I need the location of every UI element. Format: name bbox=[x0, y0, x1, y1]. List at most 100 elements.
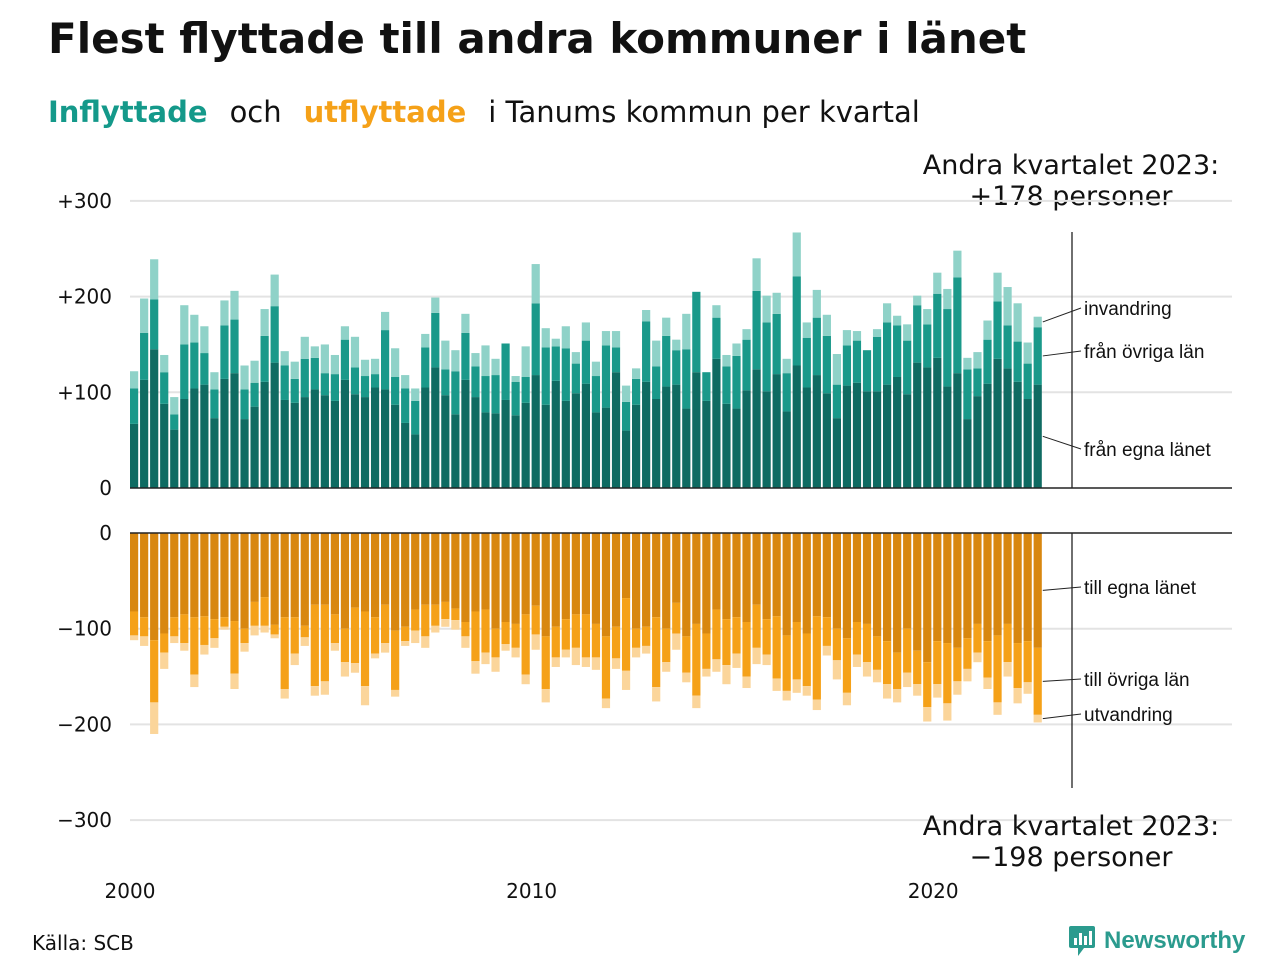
bar-segment bbox=[300, 625, 309, 638]
bar-segment bbox=[160, 354, 169, 373]
bar-segment bbox=[190, 314, 199, 343]
bar-segment bbox=[240, 533, 249, 629]
bar-segment bbox=[1033, 647, 1042, 715]
bar-segment bbox=[541, 636, 550, 689]
bar-segment bbox=[963, 357, 972, 370]
bar-segment bbox=[350, 336, 360, 368]
bar-segment bbox=[1023, 682, 1032, 694]
bar-segment bbox=[160, 533, 169, 634]
bar-segment bbox=[581, 657, 590, 667]
bar-segment bbox=[421, 333, 430, 348]
bar-segment bbox=[280, 365, 289, 400]
bar-segment bbox=[340, 662, 350, 677]
bar-segment bbox=[812, 375, 821, 488]
bar-segment bbox=[230, 533, 239, 622]
bar-segment bbox=[411, 609, 420, 631]
bar-segment bbox=[381, 604, 390, 644]
bar-segment bbox=[180, 614, 189, 644]
bar-segment bbox=[370, 617, 380, 654]
bar-segment bbox=[220, 617, 229, 627]
bar-segment bbox=[943, 288, 952, 310]
bar-segment bbox=[521, 376, 530, 403]
bar-segment bbox=[140, 636, 149, 646]
bar-segment bbox=[772, 313, 781, 375]
bar-segment bbox=[983, 320, 992, 340]
bar-segment bbox=[381, 533, 390, 605]
bar-segment bbox=[802, 337, 811, 388]
annotation-connector bbox=[1042, 307, 1082, 323]
bar-segment bbox=[913, 305, 922, 363]
annotation-connector bbox=[1042, 435, 1082, 450]
bar-segment bbox=[360, 359, 370, 377]
bar-segment bbox=[260, 335, 269, 382]
bar-segment bbox=[250, 406, 259, 488]
bar-segment bbox=[370, 374, 380, 388]
bar-segment bbox=[471, 397, 480, 488]
bar-segment bbox=[381, 389, 390, 488]
bar-segment bbox=[611, 331, 621, 348]
bar-segment bbox=[601, 331, 611, 346]
bar-segment bbox=[190, 388, 199, 488]
bar-segment bbox=[551, 657, 560, 667]
bar-segment bbox=[782, 411, 791, 488]
bar-segment bbox=[933, 293, 942, 358]
bar-segment bbox=[782, 358, 791, 374]
bar-segment bbox=[591, 657, 601, 670]
bar-segment bbox=[150, 299, 159, 350]
bar-segment bbox=[290, 402, 299, 488]
bar-segment bbox=[411, 388, 420, 401]
bar-segment bbox=[772, 616, 781, 679]
bar-segment bbox=[872, 336, 882, 392]
bar-segment bbox=[541, 688, 550, 703]
bar-segment bbox=[642, 381, 651, 488]
bar-segment bbox=[913, 295, 922, 306]
bar-segment bbox=[421, 387, 430, 488]
bar-segment bbox=[712, 305, 721, 318]
bar-segment bbox=[230, 373, 239, 488]
bar-segment bbox=[1003, 368, 1012, 488]
bar-segment bbox=[903, 533, 912, 629]
bar-segment bbox=[180, 305, 189, 345]
brand-logo[interactable]: Newsworthy bbox=[1068, 924, 1245, 958]
bar-segment bbox=[601, 533, 611, 637]
bar-segment bbox=[682, 672, 691, 683]
bar-segment bbox=[742, 329, 751, 340]
bar-segment bbox=[220, 300, 229, 326]
bar-segment bbox=[953, 681, 962, 695]
y-tick-label: +100 bbox=[57, 380, 112, 404]
annotation-connector bbox=[1042, 586, 1082, 591]
bar-segment bbox=[692, 623, 701, 696]
bar-segment bbox=[772, 678, 781, 691]
bar-segment bbox=[190, 533, 199, 618]
annotation-connector bbox=[1042, 350, 1082, 357]
bar-segment bbox=[391, 533, 400, 631]
bar-segment bbox=[210, 533, 219, 620]
bar-segment bbox=[541, 328, 550, 348]
bar-segment bbox=[360, 533, 370, 612]
newsworthy-bar-chart-logo-icon bbox=[1069, 926, 1095, 956]
bar-segment bbox=[862, 662, 872, 677]
bar-segment bbox=[642, 626, 651, 646]
bar-segment bbox=[973, 623, 982, 653]
bar-segment bbox=[461, 636, 470, 648]
bar-segment bbox=[632, 378, 641, 405]
bar-segment bbox=[551, 380, 560, 488]
bar-segment bbox=[461, 313, 470, 333]
bar-segment bbox=[883, 322, 892, 385]
bar-segment bbox=[320, 681, 329, 695]
bar-segment bbox=[240, 389, 249, 420]
bar-segment bbox=[180, 398, 189, 488]
bar-segment bbox=[290, 653, 299, 666]
bar-segment bbox=[190, 674, 199, 688]
bar-segment bbox=[601, 345, 611, 408]
bar-segment bbox=[913, 684, 922, 696]
bar-segment bbox=[501, 533, 510, 623]
bar-segment bbox=[712, 358, 721, 488]
bar-segment bbox=[1003, 623, 1012, 663]
bar-segment bbox=[1013, 643, 1022, 689]
bar-segment bbox=[260, 597, 269, 626]
bar-segment bbox=[893, 652, 902, 689]
bar-segment bbox=[802, 686, 811, 696]
bar-segment bbox=[802, 387, 811, 488]
bar-segment bbox=[993, 272, 1002, 302]
